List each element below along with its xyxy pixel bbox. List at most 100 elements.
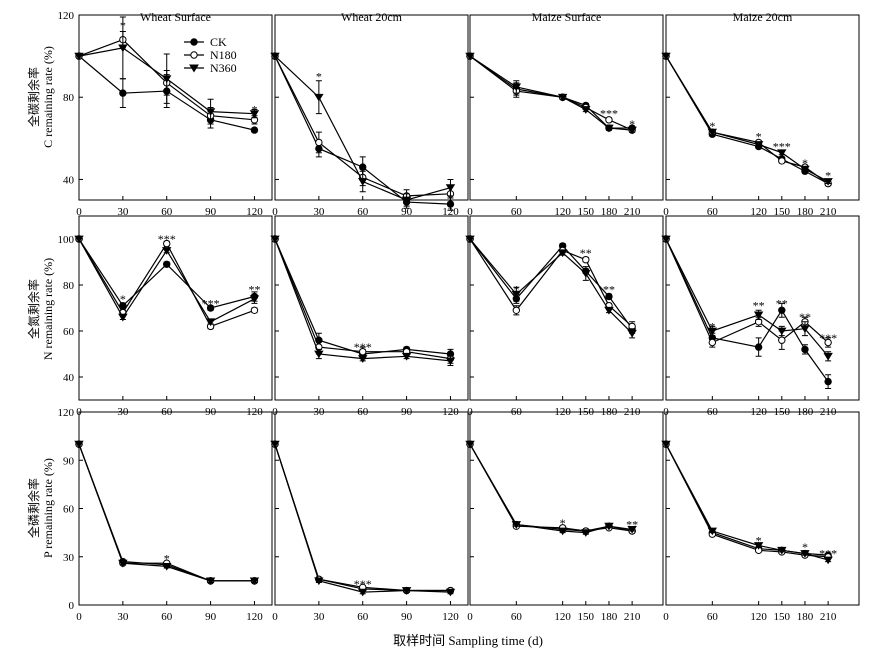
significance-mark-r2c2: * <box>560 516 566 530</box>
data-point-ck-r0c0 <box>250 126 259 134</box>
series-line-n180-r0c2 <box>469 55 633 131</box>
data-point-n360-r2c3 <box>823 556 833 565</box>
series-line-ck-r2c3 <box>665 443 829 556</box>
data-point-ck-r1c0 <box>119 302 127 310</box>
data-point-n360-r0c3 <box>800 165 810 174</box>
significance-mark-r0c3: * <box>802 156 808 170</box>
significance-mark-r0c0: * <box>120 18 126 32</box>
series-line-n180-r2c2 <box>469 443 633 532</box>
x-tick-label-r0c0: 30 <box>117 206 129 218</box>
panel-frame-r0c1 <box>274 14 469 201</box>
data-point-n360-r1c2 <box>604 306 614 315</box>
significance-mark-r1c2: ** <box>603 283 615 297</box>
x-tick-label-r0c3: 120 <box>750 206 767 218</box>
series-line-n360-r0c3 <box>665 55 829 183</box>
series-n360-r0c3 <box>661 52 833 186</box>
data-point-n360-r0c1 <box>401 196 412 205</box>
data-point-ck-r1c3 <box>778 306 786 314</box>
y-tick-label-r2c0: 30 <box>63 552 75 564</box>
data-point-n360-r0c2 <box>557 93 568 102</box>
data-point-n360-r1c2 <box>557 249 568 258</box>
series-ck-r2c2 <box>466 440 636 535</box>
data-point-n360-r1c1 <box>445 357 456 366</box>
panel-title-r0c3: Maize 20cm <box>733 10 793 24</box>
row-label-n-cn: 全氮剩余率 <box>26 279 41 339</box>
data-point-n360-r2c0 <box>205 577 216 586</box>
x-axis-label: 取样时间 Sampling time (d) <box>393 633 543 648</box>
x-tick-label-r0c1: 0 <box>272 206 278 218</box>
data-point-n180-r1c0 <box>163 239 171 248</box>
y-tick-label-r0c0: 80 <box>63 92 75 104</box>
series-line-n360-r2c1 <box>274 443 451 593</box>
significance-mark-r2c3: *** <box>819 547 837 561</box>
data-point-n360-r0c2 <box>511 83 522 92</box>
x-tick-label-r0c0: 90 <box>205 206 217 218</box>
significance-mark-r0c0: * <box>251 103 257 117</box>
data-point-n360-r0c1 <box>445 184 456 192</box>
significance-mark-r1c0: *** <box>202 296 220 310</box>
data-point-ck-r1c0 <box>206 304 215 312</box>
significance-mark-r0c2: *** <box>600 107 618 121</box>
x-tick-label-r2c1: 60 <box>357 611 369 623</box>
data-point-n360-r2c0 <box>162 563 172 571</box>
row-label-n-en: N remaining rate (%) <box>41 258 55 360</box>
data-point-n360-r0c1 <box>270 52 280 61</box>
x-tick-label-r2c3: 60 <box>707 611 719 623</box>
x-tick-label-r0c2: 120 <box>554 206 571 218</box>
y-tick-label-r0c0: 120 <box>58 10 75 22</box>
data-point-n180-r1c2 <box>512 306 521 314</box>
data-point-n360-r0c1 <box>358 178 368 186</box>
series-n360-r2c0 <box>74 440 260 586</box>
data-point-n360-r2c3 <box>753 542 764 550</box>
significance-mark-r1c2: * <box>513 283 519 297</box>
data-point-n360-r2c0 <box>249 577 260 586</box>
series-line-ck-r2c1 <box>274 443 451 592</box>
panel-r2c0: 0 30 60 90 120 0 30 60 90 120 * <box>58 407 273 623</box>
x-tick-label-r2c1: 0 <box>272 611 278 623</box>
data-point-n360-r1c3 <box>800 325 810 333</box>
x-tick-label-r0c3: 0 <box>663 206 669 218</box>
series-line-ck-r0c3 <box>665 55 829 185</box>
data-point-ck-r1c2 <box>605 292 613 301</box>
data-point-n180-r1c0 <box>250 306 259 314</box>
series-n360-r0c1 <box>270 52 456 207</box>
data-point-n180-r1c3 <box>778 336 786 344</box>
data-point-n360-r2c2 <box>581 529 591 537</box>
y-tick-label-r1c0: 40 <box>63 372 75 384</box>
data-point-n360-r2c2 <box>557 527 568 536</box>
significance-mark-r0c3: * <box>756 129 762 143</box>
data-point-n360-r1c3 <box>661 235 671 244</box>
series-n180-r0c2 <box>466 52 636 134</box>
panel-frame-r1c2 <box>469 215 664 401</box>
data-point-n360-r1c2 <box>511 290 522 299</box>
x-tick-label-r0c1: 90 <box>401 206 413 218</box>
series-line-n360-r2c2 <box>469 443 633 534</box>
series-line-n180-r2c3 <box>665 443 829 558</box>
x-tick-label-r2c1: 90 <box>401 611 413 623</box>
data-point-n360-r0c2 <box>465 52 475 61</box>
x-tick-label-r0c3: 180 <box>797 206 814 218</box>
significance-mark-r0c3: * <box>709 119 715 133</box>
series-line-n360-r0c2 <box>469 55 633 131</box>
data-point-n360-r0c3 <box>707 128 718 137</box>
data-point-n360-r2c2 <box>604 522 614 531</box>
significance-mark-r1c3: * <box>709 319 715 333</box>
significance-mark-r2c2: ** <box>626 518 638 532</box>
data-point-n360-r1c3 <box>823 352 833 361</box>
series-n360-r0c2 <box>465 52 637 135</box>
data-point-n360-r2c0 <box>74 440 84 449</box>
data-point-ck-r1c3 <box>801 345 809 354</box>
panel-r0c0: Wheat Surface 0 30 60 90 120 40 80 120 * * <box>58 10 273 218</box>
data-point-n180-r0c3 <box>778 157 786 165</box>
series-n360-r1c1 <box>270 235 456 366</box>
series-line-n180-r1c3 <box>665 238 829 344</box>
data-point-ck-r1c0 <box>163 260 171 268</box>
data-point-n360-r0c3 <box>661 52 671 61</box>
series-line-n360-r1c3 <box>665 238 829 357</box>
significance-mark-r0c3: *** <box>773 140 791 154</box>
x-tick-label-r2c2: 60 <box>511 611 523 623</box>
series-line-n180-r1c2 <box>469 238 633 327</box>
panel-r1c1: 0 30 60 90 120*** <box>270 215 469 418</box>
data-point-n360-r2c3 <box>800 550 810 558</box>
